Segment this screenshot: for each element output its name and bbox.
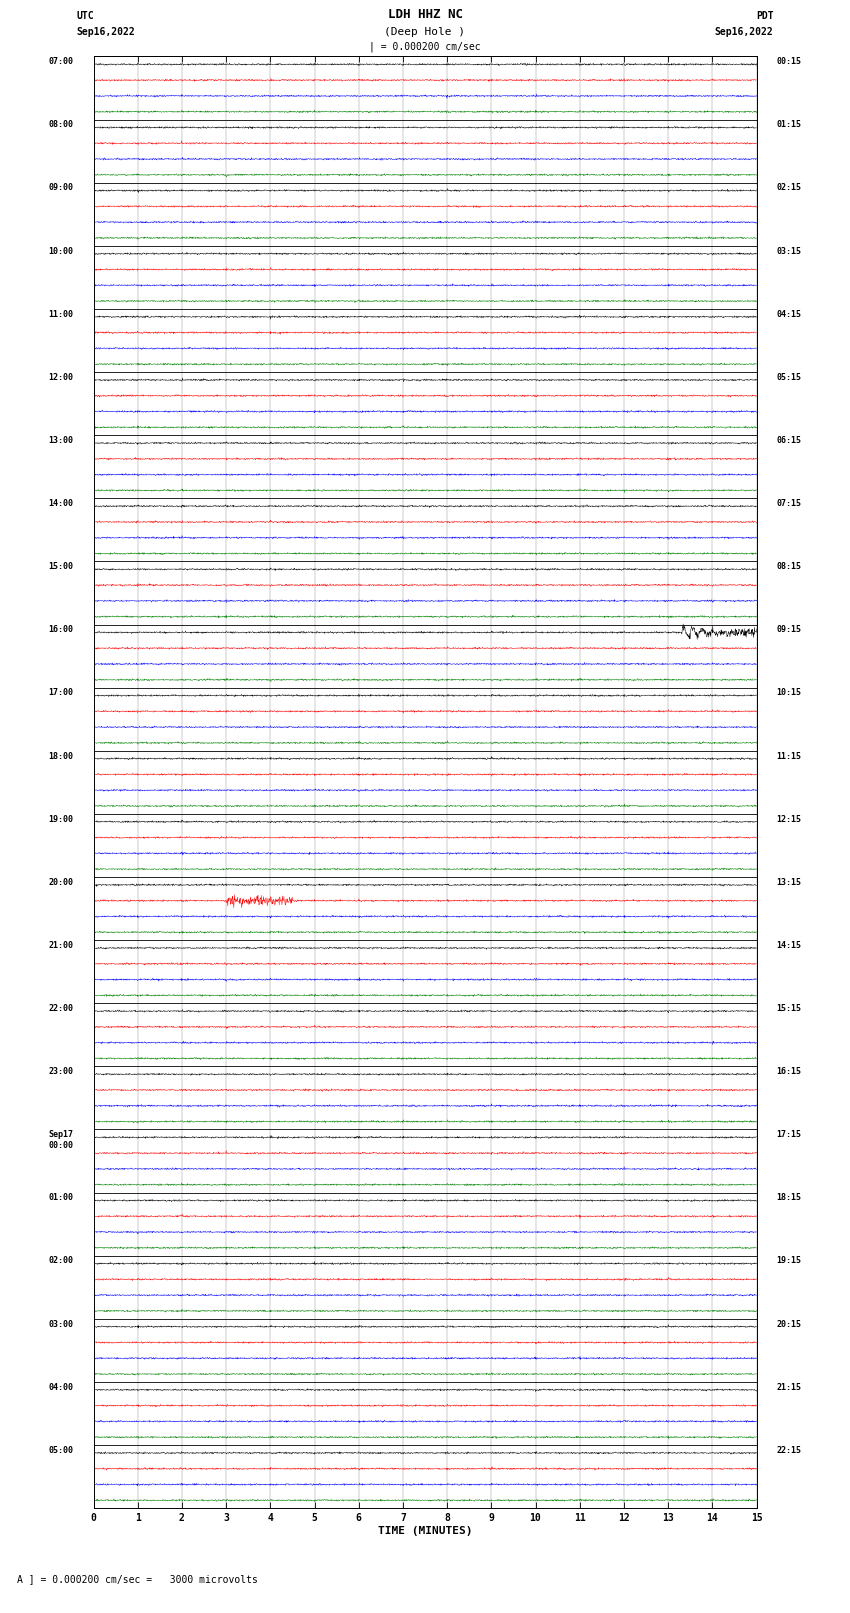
Text: 22:15: 22:15 xyxy=(776,1445,802,1455)
Text: A ] = 0.000200 cm/sec =   3000 microvolts: A ] = 0.000200 cm/sec = 3000 microvolts xyxy=(17,1574,258,1584)
Text: 11:15: 11:15 xyxy=(776,752,802,761)
Text: 23:00: 23:00 xyxy=(48,1068,74,1076)
Text: PDT: PDT xyxy=(756,11,774,21)
X-axis label: TIME (MINUTES): TIME (MINUTES) xyxy=(377,1526,473,1536)
Text: 18:00: 18:00 xyxy=(48,752,74,761)
Text: 18:15: 18:15 xyxy=(776,1194,802,1202)
Text: 00:15: 00:15 xyxy=(776,56,802,66)
Text: 12:15: 12:15 xyxy=(776,815,802,824)
Text: Sep16,2022: Sep16,2022 xyxy=(76,27,135,37)
Text: 16:15: 16:15 xyxy=(776,1068,802,1076)
Text: 22:00: 22:00 xyxy=(48,1003,74,1013)
Text: 08:00: 08:00 xyxy=(48,121,74,129)
Text: 15:15: 15:15 xyxy=(776,1003,802,1013)
Text: 16:00: 16:00 xyxy=(48,626,74,634)
Text: 09:00: 09:00 xyxy=(48,184,74,192)
Text: LDH HHZ NC: LDH HHZ NC xyxy=(388,8,462,21)
Text: 20:00: 20:00 xyxy=(48,877,74,887)
Text: 14:15: 14:15 xyxy=(776,940,802,950)
Text: 10:00: 10:00 xyxy=(48,247,74,255)
Text: 07:00: 07:00 xyxy=(48,56,74,66)
Text: UTC: UTC xyxy=(76,11,94,21)
Text: 12:00: 12:00 xyxy=(48,373,74,382)
Text: 01:15: 01:15 xyxy=(776,121,802,129)
Text: Sep16,2022: Sep16,2022 xyxy=(715,27,774,37)
Text: 01:00: 01:00 xyxy=(48,1194,74,1202)
Text: 03:00: 03:00 xyxy=(48,1319,74,1329)
Text: (Deep Hole ): (Deep Hole ) xyxy=(384,27,466,37)
Text: 02:00: 02:00 xyxy=(48,1257,74,1266)
Text: 06:15: 06:15 xyxy=(776,436,802,445)
Text: 21:15: 21:15 xyxy=(776,1382,802,1392)
Text: 08:15: 08:15 xyxy=(776,563,802,571)
Text: 04:00: 04:00 xyxy=(48,1382,74,1392)
Text: 13:15: 13:15 xyxy=(776,877,802,887)
Text: 19:00: 19:00 xyxy=(48,815,74,824)
Text: 03:15: 03:15 xyxy=(776,247,802,255)
Text: 05:00: 05:00 xyxy=(48,1445,74,1455)
Text: 14:00: 14:00 xyxy=(48,498,74,508)
Text: 19:15: 19:15 xyxy=(776,1257,802,1266)
Text: 09:15: 09:15 xyxy=(776,626,802,634)
Text: 04:15: 04:15 xyxy=(776,310,802,319)
Text: | = 0.000200 cm/sec: | = 0.000200 cm/sec xyxy=(369,40,481,52)
Text: 17:00: 17:00 xyxy=(48,689,74,697)
Text: 21:00: 21:00 xyxy=(48,940,74,950)
Text: 20:15: 20:15 xyxy=(776,1319,802,1329)
Text: 10:15: 10:15 xyxy=(776,689,802,697)
Text: 05:15: 05:15 xyxy=(776,373,802,382)
Text: 02:15: 02:15 xyxy=(776,184,802,192)
Text: Sep17
00:00: Sep17 00:00 xyxy=(48,1131,74,1150)
Text: 17:15: 17:15 xyxy=(776,1131,802,1139)
Text: 13:00: 13:00 xyxy=(48,436,74,445)
Text: 07:15: 07:15 xyxy=(776,498,802,508)
Text: 15:00: 15:00 xyxy=(48,563,74,571)
Text: 11:00: 11:00 xyxy=(48,310,74,319)
